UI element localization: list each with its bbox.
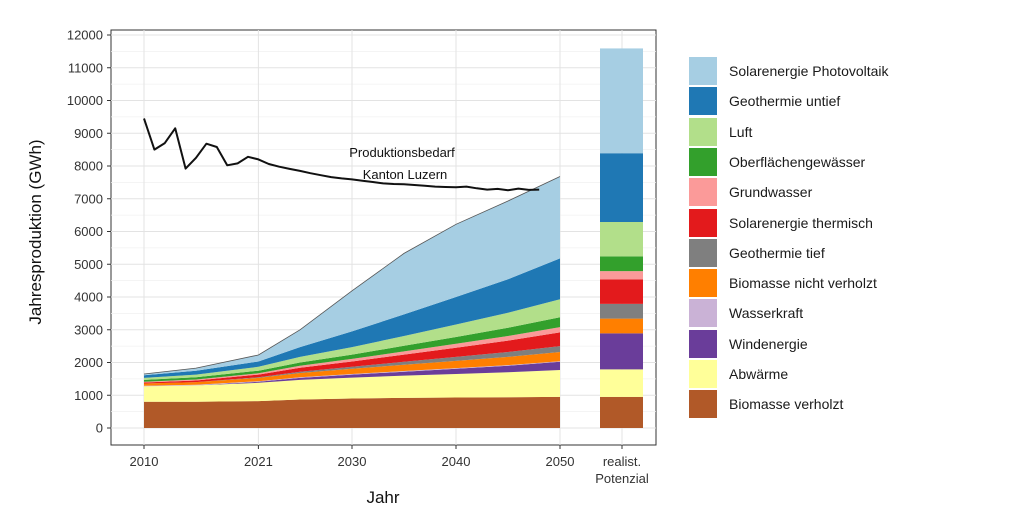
demand-line — [143, 118, 540, 192]
legend-swatch — [689, 238, 717, 267]
legend-swatch — [689, 329, 717, 358]
legend-item: Biomasse nicht verholzt — [689, 269, 989, 299]
potential-label-line1: realist. — [603, 454, 641, 469]
area-series — [144, 396, 560, 428]
y-tick-label: 3000 — [74, 322, 103, 337]
legend-label: Solarenergie thermisch — [729, 214, 873, 231]
legend-label: Solarenergie Photovoltaik — [729, 63, 889, 79]
x-axis-ticks: 2010 2021 2030 2040 2050 — [130, 445, 623, 469]
legend-item: Oberflächengewässer — [689, 147, 989, 178]
legend-item: Geothermie tief — [689, 238, 989, 269]
y-tick-label: 2000 — [74, 355, 103, 370]
y-tick-label: 4000 — [74, 290, 103, 305]
legend-swatch — [689, 57, 717, 85]
legend-label: Geothermie tief — [729, 244, 825, 261]
x-tick-label: 2040 — [442, 454, 471, 469]
legend-label: Windenergie — [729, 335, 808, 352]
demand-label-line1: Produktionsbedarf — [349, 145, 455, 160]
potential-bar-segment — [600, 369, 643, 397]
x-tick-label: 2021 — [244, 454, 273, 469]
y-tick-label: 11000 — [68, 60, 103, 75]
y-tick-label: 12000 — [67, 28, 103, 43]
legend-item: Windenergie — [689, 329, 989, 360]
potential-bar-segment — [600, 271, 643, 280]
legend-item: Abwärme — [689, 360, 989, 390]
legend-label: Biomasse nicht verholzt — [729, 275, 877, 292]
y-axis-ticks: 0 1000 2000 3000 4000 5000 6000 7000 8000 9000 100… — [67, 28, 111, 436]
legend-item: Grundwasser — [689, 178, 989, 208]
legend-label: Grundwasser — [729, 184, 813, 201]
x-tick-label: 2010 — [130, 454, 159, 469]
x-axis-title: Jahr — [366, 488, 399, 507]
potential-bar — [600, 48, 643, 428]
y-tick-label: 5000 — [74, 257, 103, 272]
legend-swatch — [689, 208, 717, 237]
y-tick-label: 10000 — [67, 93, 103, 108]
legend-swatch — [689, 117, 717, 146]
potential-bar-segment — [600, 48, 643, 154]
legend-swatch — [689, 147, 717, 176]
x-tick-label: 2030 — [338, 454, 367, 469]
legend-label: Biomasse verholzt — [729, 396, 844, 413]
legend-item: Biomasse verholzt — [689, 390, 989, 420]
potential-bar-segment — [600, 222, 643, 257]
area-series — [144, 258, 560, 378]
legend-swatch — [689, 269, 717, 298]
legend-item: Wasserkraft — [689, 299, 989, 329]
legend-swatch — [689, 390, 717, 419]
potential-bar-segment — [600, 318, 643, 334]
area-total-outline — [143, 176, 561, 375]
legend-item: Geothermie untief — [689, 87, 989, 117]
demand-label-line2: Kanton Luzern — [363, 167, 448, 182]
area-series — [144, 176, 560, 376]
potential-bar-segment — [600, 279, 643, 304]
potential-bar-segment — [600, 396, 643, 428]
potential-bar-segment — [600, 333, 643, 370]
potential-bar-segment — [600, 153, 643, 223]
y-tick-label: 9000 — [74, 126, 103, 141]
y-tick-label: 7000 — [74, 191, 103, 206]
potential-label-line2: Potenzial — [595, 471, 649, 486]
x-tick-label: 2050 — [546, 454, 575, 469]
legend-item: Solarenergie thermisch — [689, 208, 989, 239]
y-axis-title: Jahresproduktion (GWh) — [26, 139, 45, 324]
legend-item: Solarenergie Photovoltaik — [689, 57, 989, 87]
demand-line-group — [143, 118, 540, 192]
stacked-areas — [143, 176, 561, 428]
area-series — [144, 352, 560, 386]
legend-swatch — [689, 178, 717, 207]
legend-swatch — [689, 87, 717, 116]
y-tick-label: 0 — [96, 421, 103, 436]
y-tick-label: 6000 — [74, 224, 103, 239]
potential-bar-segment — [600, 256, 643, 272]
legend-label: Wasserkraft — [729, 305, 804, 322]
legend-swatch — [689, 299, 717, 328]
legend-label: Geothermie untief — [729, 93, 841, 110]
potential-bar-segment — [600, 303, 643, 319]
y-tick-label: 8000 — [74, 159, 103, 174]
area-series — [144, 370, 560, 402]
legend-label: Abwärme — [729, 366, 789, 382]
legend-item: Luft — [689, 117, 989, 148]
legend-swatch — [689, 360, 717, 388]
legend-label: Oberflächengewässer — [729, 153, 866, 170]
y-tick-label: 1000 — [74, 388, 103, 403]
legend-label: Luft — [729, 123, 753, 140]
